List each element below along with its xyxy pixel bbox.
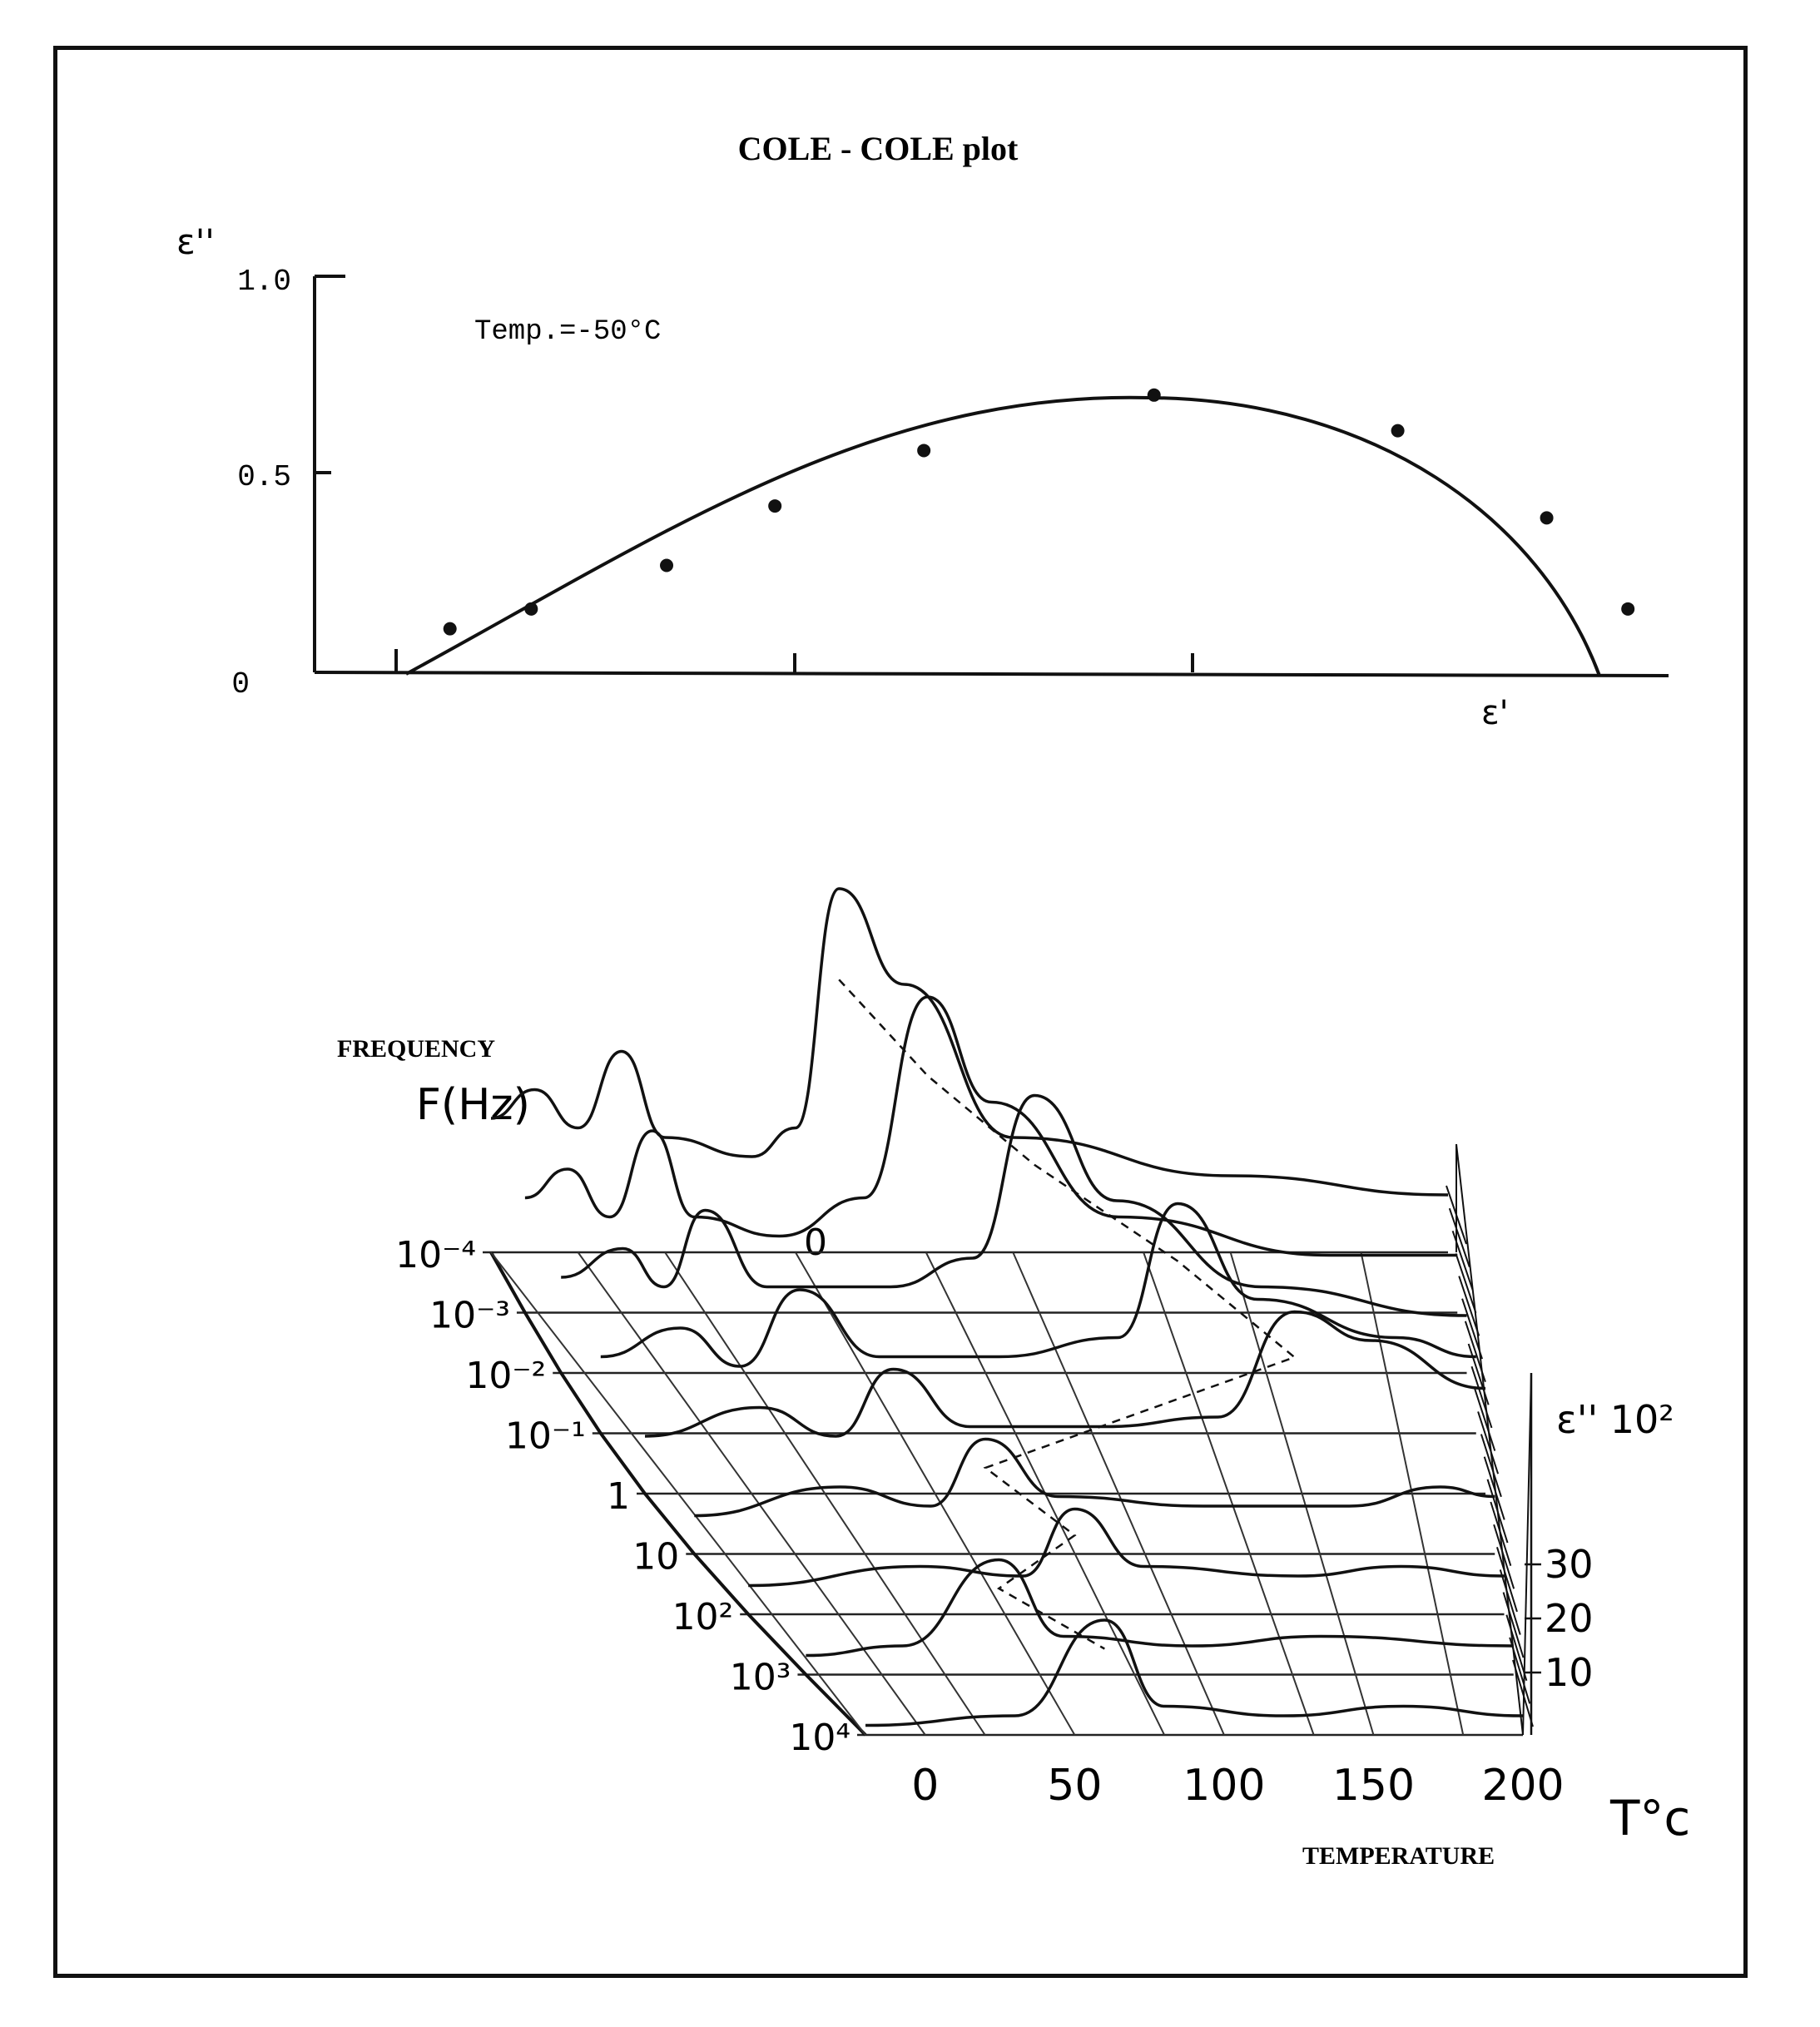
waterfall-temperature-tick-label: 0 <box>911 1761 939 1811</box>
waterfall-temperature-tick-label: 150 <box>1332 1761 1415 1811</box>
waterfall-wall-hatch <box>1474 1388 1496 1451</box>
waterfall-frequency-tick-label: 10⁻⁴ <box>395 1234 476 1276</box>
cole-cole-temp-annotation: Temp.=-50°C <box>474 316 661 348</box>
cole-cole-points <box>443 388 1635 636</box>
waterfall-wall-hatch <box>1486 1479 1509 1544</box>
waterfall-wall-edge <box>1522 1372 1532 1736</box>
figure-frame <box>53 46 1748 1978</box>
cole-cole-y-axis-label: ε'' <box>176 221 215 262</box>
waterfall-grid <box>483 1251 1523 1737</box>
waterfall-peak-ridge <box>838 979 1297 1650</box>
waterfall-wall-hatch <box>1480 1434 1502 1498</box>
waterfall-temperature-gridline <box>577 1251 926 1736</box>
waterfall-frequency-tick-label: 10⁻³ <box>429 1295 510 1337</box>
waterfall-wall-hatch <box>1470 1365 1493 1429</box>
waterfall-wall-hatch <box>1451 1230 1474 1291</box>
waterfall-series-curve <box>694 1437 1495 1518</box>
waterfall-series-curve <box>524 995 1458 1257</box>
waterfall-frequency-tick-label: 10⁻¹ <box>505 1415 586 1458</box>
epsilon-axis-label: ε'' 10² <box>1556 1397 1674 1442</box>
waterfall-wall-hatch <box>1446 1185 1467 1245</box>
waterfall-temperature-gridline <box>1229 1251 1375 1736</box>
waterfall-temperature-gridline <box>1143 1251 1315 1736</box>
cole-cole-x-axis <box>314 671 1669 677</box>
cole-cole-data-point <box>443 622 457 636</box>
waterfall-wall-hatch <box>1509 1637 1531 1704</box>
waterfall-temperature-gridline <box>664 1251 986 1736</box>
cole-cole-y-tick-label: 0 <box>231 667 250 701</box>
waterfall-wall-hatch <box>1467 1343 1490 1405</box>
waterfall-chart: FREQUENCY F(Hz) TEMPERATURE T°c ε'' 10² … <box>337 887 1690 1870</box>
waterfall-epsilon-tick-label: 30 <box>1545 1542 1594 1587</box>
waterfall-wall-hatch <box>1455 1253 1477 1314</box>
cole-cole-data-point <box>1621 602 1635 616</box>
frequency-label: FREQUENCY <box>337 1035 495 1063</box>
cole-cole-data-point <box>917 444 931 458</box>
waterfall-series-curve <box>561 1093 1467 1317</box>
waterfall-wall-hatch <box>1493 1524 1515 1589</box>
cole-cole-data-point <box>1540 511 1554 525</box>
waterfall-epsilon-tick-label: 20 <box>1545 1596 1594 1641</box>
waterfall-temperature-gridline <box>795 1251 1076 1736</box>
waterfall-frequency-tick-label: 10² <box>672 1596 734 1638</box>
cole-cole-data-point <box>660 558 674 572</box>
waterfall-wall-hatch <box>1461 1298 1483 1360</box>
waterfall-frequency-tick-label: 10⁻² <box>465 1355 546 1397</box>
waterfall-frequency-tick-label: 10³ <box>730 1657 791 1699</box>
waterfall-wall-hatch <box>1512 1659 1534 1727</box>
waterfall-temperature-tick-label: 200 <box>1481 1761 1564 1811</box>
waterfall-wall-hatch <box>1499 1569 1521 1635</box>
waterfall-frequency-tick-label: 10⁴ <box>789 1717 850 1759</box>
cole-cole-data-point <box>768 499 782 513</box>
waterfall-wall-hatch <box>1464 1321 1486 1383</box>
waterfall-frequency-tick-label: 1 <box>607 1475 630 1518</box>
waterfall-series-curve <box>644 1310 1486 1438</box>
waterfall-wall-hatch <box>1458 1276 1480 1336</box>
waterfall-left-edge <box>489 1251 867 1737</box>
cole-cole-chart: COLE - COLE plot ε'' ε' Temp.=-50°C 1.0 … <box>176 130 1669 732</box>
waterfall-temperature-tick-label: 100 <box>1183 1761 1265 1811</box>
waterfall-temperature-gridline <box>1012 1251 1225 1736</box>
cole-cole-title: COLE - COLE plot <box>738 130 1019 167</box>
waterfall-curves <box>490 887 1524 1727</box>
waterfall-frequency-tick-label: 10 <box>632 1536 679 1578</box>
waterfall-series-curve <box>490 887 1449 1197</box>
waterfall-temperature-tick-label: 50 <box>1047 1761 1102 1811</box>
cole-cole-data-point <box>1391 424 1405 438</box>
waterfall-wall-edge <box>1456 1143 1524 1736</box>
waterfall-wall-hatch <box>1502 1592 1525 1658</box>
waterfall-series-curve <box>806 1558 1514 1658</box>
cole-cole-y-tick-label: 1.0 <box>237 265 291 299</box>
cole-cole-x-axis-label: ε' <box>1481 694 1509 732</box>
waterfall-wall-hatch <box>1505 1614 1528 1682</box>
cole-cole-data-point <box>524 602 538 616</box>
waterfall-right-wall <box>1446 1143 1541 1736</box>
waterfall-series-curve <box>748 1507 1505 1588</box>
cole-cole-y-tick-label: 0.5 <box>237 460 291 494</box>
waterfall-wall-hatch <box>1495 1546 1518 1613</box>
waterfall-wall-hatch <box>1490 1501 1512 1566</box>
waterfall-series-curve <box>865 1618 1524 1727</box>
waterfall-temperature-gridline <box>490 1251 866 1736</box>
waterfall-series-curve <box>600 1202 1476 1368</box>
waterfall-wall-hatch <box>1477 1411 1500 1474</box>
waterfall-wall-hatch <box>1448 1207 1470 1267</box>
cole-cole-fit-curve <box>405 395 1601 676</box>
waterfall-wall-hatch <box>1483 1456 1505 1520</box>
waterfall-epsilon-tick-label: 10 <box>1545 1650 1594 1695</box>
temperature-label: TEMPERATURE <box>1302 1842 1495 1870</box>
waterfall-temperature-gridline <box>1360 1251 1465 1736</box>
cole-cole-data-point <box>1147 388 1161 402</box>
temperature-symbol-label: T°c <box>1609 1790 1690 1846</box>
